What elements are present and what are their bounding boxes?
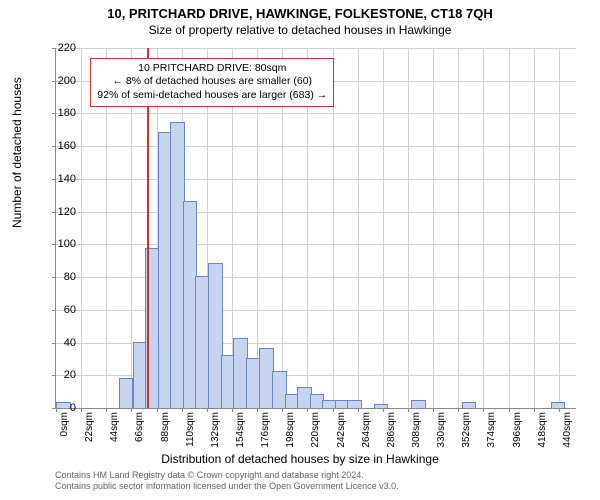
- histogram-bar: [411, 400, 426, 408]
- gridline-h: [56, 212, 576, 213]
- xtick-label: 220sqm: [310, 412, 321, 448]
- ytick-label: 200: [46, 75, 76, 87]
- xtick-label: 242sqm: [336, 412, 347, 448]
- histogram-bar: [374, 404, 389, 408]
- chart-area: 0sqm22sqm44sqm66sqm88sqm110sqm132sqm154s…: [55, 48, 575, 408]
- histogram-bar: [462, 402, 477, 408]
- ytick-label: 40: [46, 337, 76, 349]
- gridline-v: [383, 48, 384, 408]
- ytick-label: 220: [46, 42, 76, 54]
- xtick-label: 286sqm: [386, 412, 397, 448]
- xtick-mark: [232, 408, 233, 412]
- histogram-bar: [347, 400, 362, 408]
- gridline-v: [408, 48, 409, 408]
- gridline-v: [458, 48, 459, 408]
- gridline-h: [56, 310, 576, 311]
- gridline-v: [483, 48, 484, 408]
- xtick-label: 44sqm: [109, 412, 120, 442]
- xtick-label: 176sqm: [260, 412, 271, 448]
- xtick-mark: [106, 408, 107, 412]
- xtick-mark: [509, 408, 510, 412]
- y-axis-label: Number of detached houses: [10, 77, 24, 228]
- ytick-label: 0: [46, 402, 76, 414]
- ytick-label: 20: [46, 369, 76, 381]
- xtick-label: 330sqm: [436, 412, 447, 448]
- xtick-label: 308sqm: [411, 412, 422, 448]
- xtick-label: 418sqm: [537, 412, 548, 448]
- xtick-label: 110sqm: [185, 412, 196, 447]
- gridline-v: [559, 48, 560, 408]
- xtick-mark: [559, 408, 560, 412]
- gridline-v: [433, 48, 434, 408]
- gridline-v: [534, 48, 535, 408]
- xtick-label: 396sqm: [512, 412, 523, 448]
- footer-line-1: Contains HM Land Registry data © Crown c…: [55, 470, 399, 481]
- ytick-label: 120: [46, 206, 76, 218]
- xtick-label: 88sqm: [160, 412, 171, 442]
- xtick-label: 0sqm: [59, 412, 70, 436]
- histogram-bar: [246, 358, 261, 408]
- page-title: 10, PRITCHARD DRIVE, HAWKINGE, FOLKESTON…: [0, 0, 600, 21]
- xtick-mark: [534, 408, 535, 412]
- footer-text: Contains HM Land Registry data © Crown c…: [55, 470, 399, 492]
- xtick-label: 198sqm: [285, 412, 296, 448]
- plot-region: 0sqm22sqm44sqm66sqm88sqm110sqm132sqm154s…: [55, 48, 576, 409]
- annotation-box: 10 PRITCHARD DRIVE: 80sqm← 8% of detache…: [90, 58, 334, 107]
- ytick-label: 160: [46, 140, 76, 152]
- gridline-v: [358, 48, 359, 408]
- gridline-v: [81, 48, 82, 408]
- annotation-line: 92% of semi-detached houses are larger (…: [97, 89, 327, 103]
- xtick-mark: [383, 408, 384, 412]
- ytick-label: 60: [46, 304, 76, 316]
- xtick-mark: [358, 408, 359, 412]
- annotation-line: 10 PRITCHARD DRIVE: 80sqm: [97, 62, 327, 76]
- histogram-bar: [551, 402, 566, 408]
- xtick-label: 66sqm: [134, 412, 145, 442]
- xtick-mark: [207, 408, 208, 412]
- gridline-h: [56, 244, 576, 245]
- xtick-mark: [307, 408, 308, 412]
- xtick-label: 374sqm: [486, 412, 497, 448]
- xtick-mark: [433, 408, 434, 412]
- gridline-h: [56, 48, 576, 49]
- xtick-mark: [408, 408, 409, 412]
- xtick-mark: [282, 408, 283, 412]
- xtick-label: 132sqm: [210, 412, 221, 448]
- ytick-label: 80: [46, 271, 76, 283]
- xtick-label: 264sqm: [361, 412, 372, 448]
- footer-line-2: Contains public sector information licen…: [55, 481, 399, 492]
- gridline-h: [56, 179, 576, 180]
- histogram-bar: [119, 378, 134, 408]
- xtick-mark: [81, 408, 82, 412]
- annotation-line: ← 8% of detached houses are smaller (60): [97, 75, 327, 89]
- xtick-mark: [182, 408, 183, 412]
- xtick-label: 440sqm: [562, 412, 573, 448]
- ytick-label: 140: [46, 173, 76, 185]
- page-subtitle: Size of property relative to detached ho…: [0, 21, 600, 37]
- gridline-h: [56, 277, 576, 278]
- xtick-mark: [458, 408, 459, 412]
- xtick-mark: [483, 408, 484, 412]
- gridline-h: [56, 146, 576, 147]
- xtick-label: 22sqm: [84, 412, 95, 442]
- xtick-mark: [157, 408, 158, 412]
- gridline-h: [56, 113, 576, 114]
- xtick-label: 154sqm: [235, 412, 246, 448]
- chart-container: 10, PRITCHARD DRIVE, HAWKINGE, FOLKESTON…: [0, 0, 600, 500]
- ytick-label: 180: [46, 107, 76, 119]
- gridline-v: [509, 48, 510, 408]
- ytick-label: 100: [46, 238, 76, 250]
- x-axis-label: Distribution of detached houses by size …: [0, 452, 600, 466]
- xtick-mark: [131, 408, 132, 412]
- xtick-label: 352sqm: [461, 412, 472, 448]
- xtick-mark: [257, 408, 258, 412]
- xtick-mark: [333, 408, 334, 412]
